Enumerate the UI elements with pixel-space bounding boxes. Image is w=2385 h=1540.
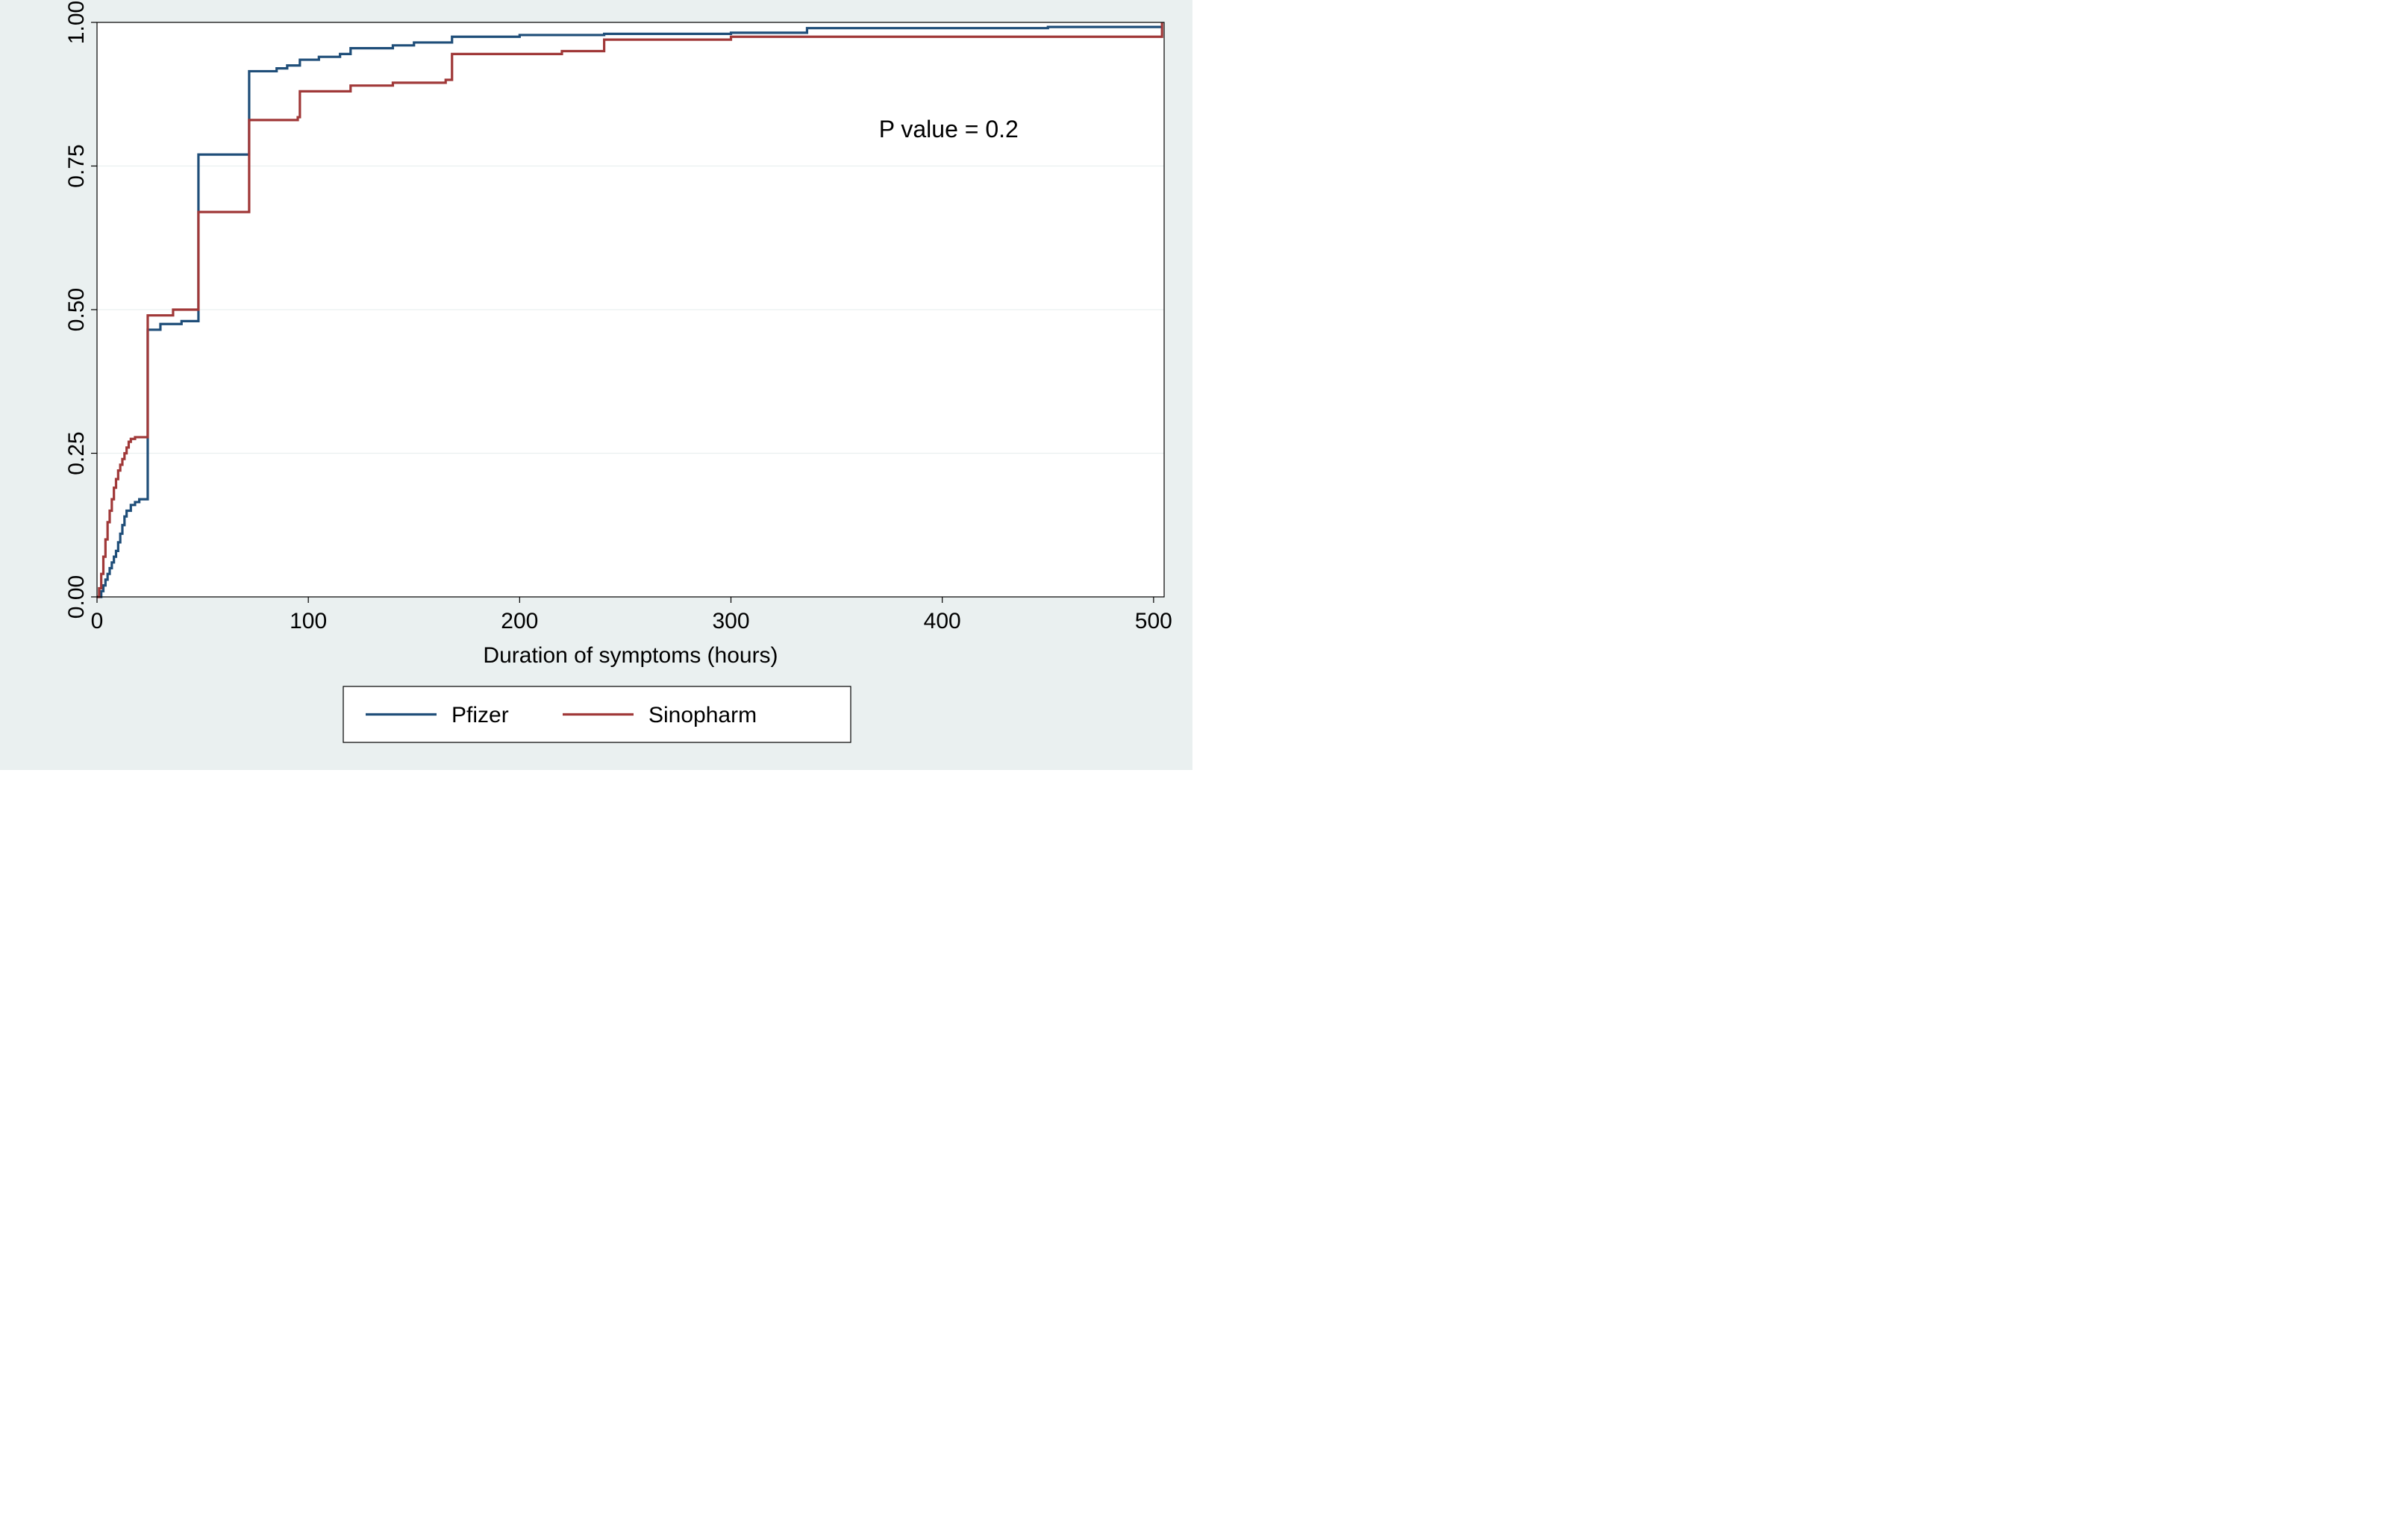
x-tick-label: 0 bbox=[91, 609, 104, 633]
x-tick-label: 300 bbox=[712, 609, 749, 633]
x-tick-label: 200 bbox=[501, 609, 538, 633]
p-value-annotation: P value = 0.2 bbox=[879, 116, 1019, 143]
y-tick-label: 0.25 bbox=[64, 431, 89, 475]
legend-label-sinopharm: Sinopharm bbox=[648, 703, 757, 727]
y-tick-label: 0.75 bbox=[64, 144, 89, 187]
km-chart-container: 0 100 200 300 400 500 Duration of symptoms (ho… bbox=[0, 0, 1192, 770]
km-chart-svg: 0 100 200 300 400 500 Duration of symptoms (ho… bbox=[0, 0, 1192, 770]
legend-label-pfizer: Pfizer bbox=[451, 703, 509, 727]
x-tick-label: 400 bbox=[924, 609, 961, 633]
x-tick-label: 100 bbox=[290, 609, 327, 633]
y-tick-label: 0.00 bbox=[64, 575, 89, 619]
x-axis-label: Duration of symptoms (hours) bbox=[483, 643, 778, 668]
x-tick-label: 500 bbox=[1135, 609, 1172, 633]
y-tick-label: 0.50 bbox=[64, 288, 89, 331]
y-tick-label: 1.00 bbox=[64, 1, 89, 44]
